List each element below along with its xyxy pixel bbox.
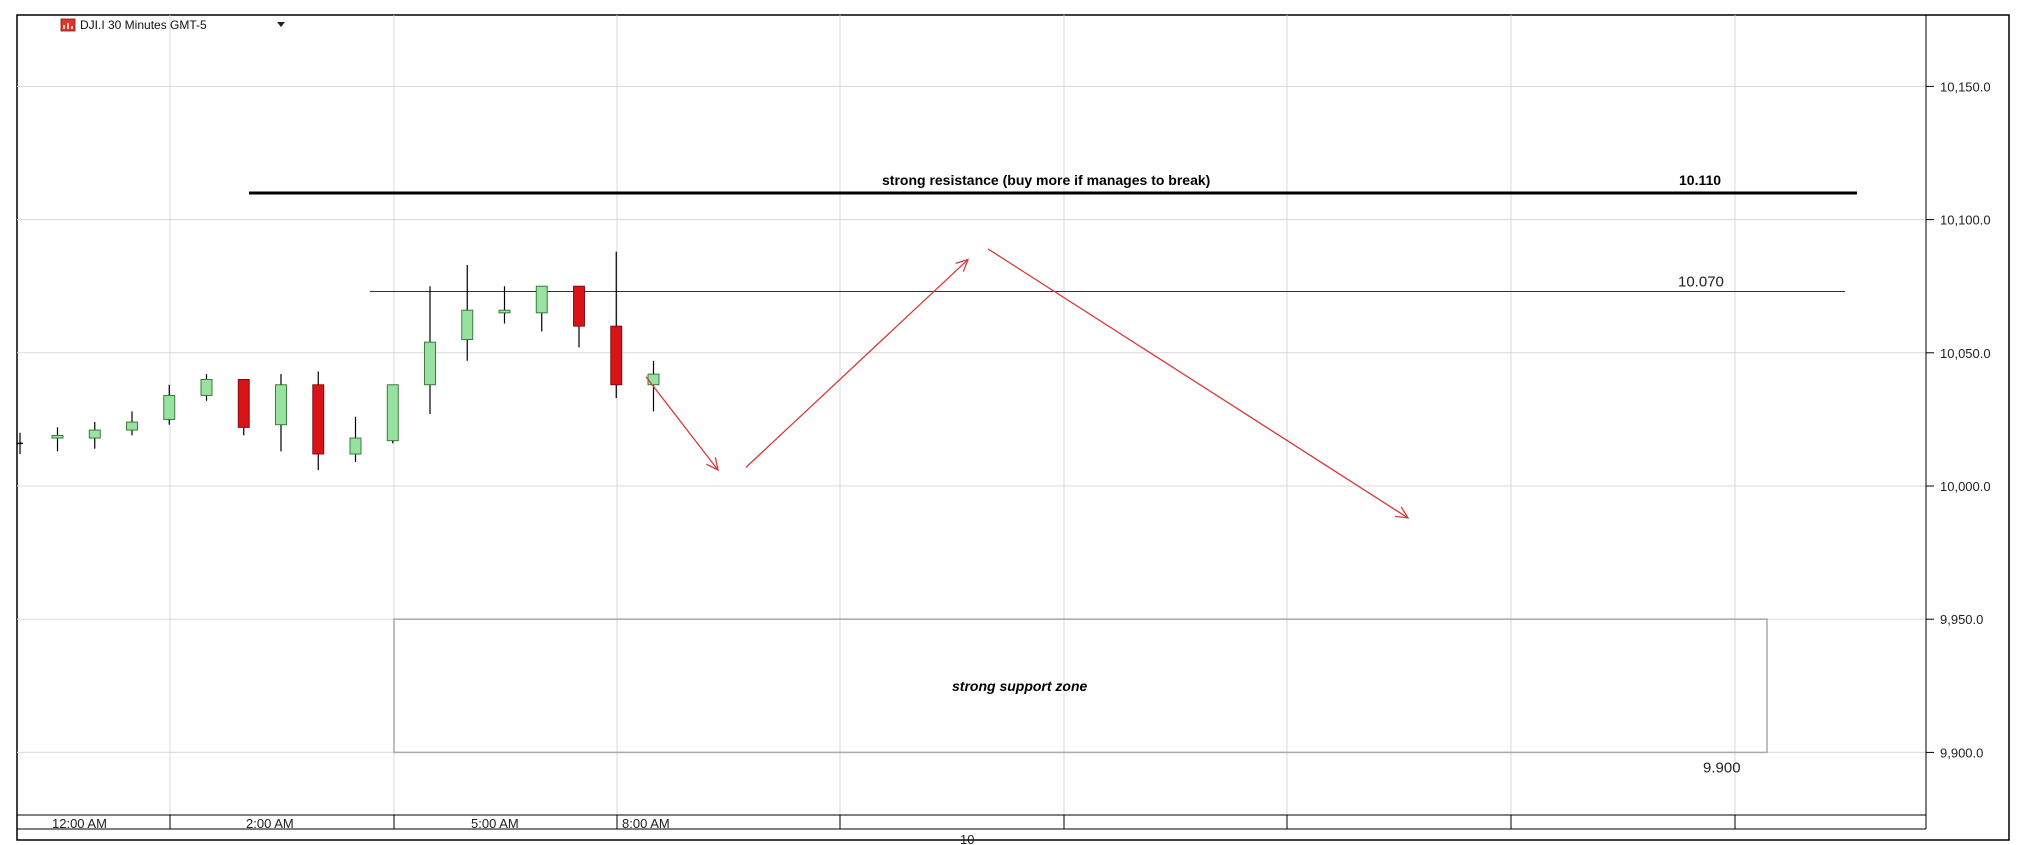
- projection-arrows: [645, 248, 1410, 519]
- support-level-label: 9.900: [1703, 759, 1741, 776]
- price-tick-label: 10,150.0: [1940, 79, 1991, 94]
- candle-body: [461, 309, 474, 340]
- candle-body: [163, 394, 176, 420]
- price-tick-label: 10,000.0: [1940, 479, 1991, 494]
- price-tick-label: 10,050.0: [1940, 346, 1991, 361]
- projection-arrow: [645, 376, 719, 471]
- projection-arrow: [987, 248, 1409, 519]
- chart-header[interactable]: DJI.I 30 Minutes GMT-5: [60, 18, 285, 32]
- candle-body: [349, 437, 362, 455]
- candle-body: [126, 421, 138, 431]
- candle-body: [647, 373, 660, 386]
- arrowhead: [1395, 506, 1410, 519]
- arrowhead: [706, 457, 719, 472]
- price-tick-label: 10,100.0: [1940, 213, 1991, 228]
- time-tick-label: 8:00 AM: [622, 816, 670, 831]
- time-tick-label: 12:00 AM: [52, 816, 107, 831]
- candle-body: [275, 384, 287, 426]
- candle-body: [200, 378, 213, 396]
- arrowhead: [955, 258, 970, 272]
- vertical-gridlines: [169, 15, 1736, 815]
- candle-body: [610, 325, 623, 386]
- candle-body: [312, 384, 325, 455]
- level-line-label: 10.070: [1678, 274, 1724, 291]
- date-label: 10: [960, 832, 974, 845]
- candle-body: [535, 285, 548, 314]
- time-tick-label: 2:00 AM: [246, 816, 294, 831]
- candle-body: [51, 434, 64, 439]
- candles: [17, 251, 660, 471]
- support-zone-box: [393, 618, 1768, 754]
- resistance-label: strong resistance (buy more if manages t…: [882, 172, 1210, 188]
- candle-body: [573, 285, 585, 327]
- price-tick-label: 9,950.0: [1940, 612, 1983, 627]
- support-zone-label: strong support zone: [952, 678, 1088, 694]
- time-tick-label: 5:00 AM: [471, 816, 519, 831]
- candle-body: [88, 429, 101, 439]
- resistance-level-label: 10.110: [1679, 172, 1721, 188]
- chart-frame: [16, 14, 2010, 841]
- chart-title: DJI.I 30 Minutes GMT-5: [80, 18, 207, 32]
- candle-body: [498, 309, 511, 314]
- time-axis: [16, 815, 1927, 829]
- candle-body: [386, 384, 399, 442]
- price-tick-label: 9,900.0: [1940, 745, 1983, 760]
- candle-body: [424, 341, 436, 386]
- dropdown-arrow-icon[interactable]: [277, 22, 285, 27]
- projection-arrow: [745, 259, 969, 468]
- bar-chart-icon: [63, 23, 73, 29]
- candle-body: [237, 378, 250, 428]
- price-axis: 10,150.0 10,100.0 10,050.0 10,000.0 9,950.0 9…: [1926, 79, 1991, 760]
